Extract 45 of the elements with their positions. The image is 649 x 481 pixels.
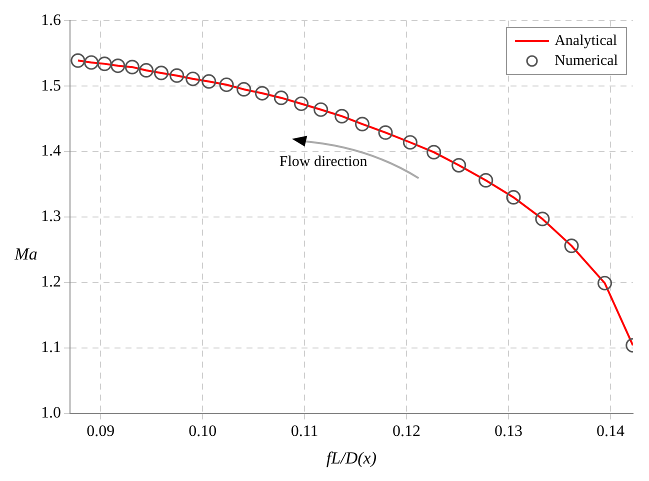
point [236, 82, 252, 97]
point [84, 55, 99, 70]
point [314, 102, 328, 117]
y-tick-label: 1.6 [41, 12, 61, 29]
point [378, 125, 393, 140]
y-tick-label: 1.0 [41, 404, 61, 422]
point [478, 173, 494, 188]
point [110, 58, 126, 74]
point [70, 53, 86, 68]
point [274, 90, 288, 106]
point [452, 158, 466, 173]
point [506, 190, 521, 205]
legend-label: Numerical [554, 52, 618, 71]
x-tick-label: 0.14 [596, 423, 624, 440]
y-tick-label: 1.4 [41, 142, 61, 160]
point [170, 68, 184, 83]
x-tick-label: 0.12 [392, 423, 421, 440]
annotation: Flow direction [279, 154, 368, 170]
point [219, 77, 234, 92]
y-tick-label: 1.3 [41, 208, 61, 226]
point [426, 144, 442, 160]
legend-label: Analytical [554, 32, 618, 51]
x-axis-title: fL/D(x) [326, 448, 377, 468]
point [124, 60, 140, 74]
x-tick-label: 0.13 [494, 423, 522, 440]
point [186, 72, 200, 86]
point [402, 135, 418, 150]
y-tick-label: 1.2 [41, 274, 61, 291]
point [202, 74, 216, 89]
point [254, 86, 270, 101]
point [97, 56, 112, 72]
x-tick-label: 0.10 [188, 423, 217, 440]
point [138, 63, 154, 78]
y-tick-label: 1.5 [41, 77, 61, 94]
point [354, 116, 370, 132]
x-tick-label: 0.09 [86, 423, 115, 440]
point [154, 66, 169, 80]
point [334, 108, 350, 124]
point [294, 96, 309, 112]
point [535, 212, 550, 226]
y-tick-label: 1.1 [41, 339, 61, 356]
point [597, 276, 612, 290]
point [564, 238, 579, 254]
x-tick-label: 0.11 [290, 423, 318, 440]
y-axis-title: Ma [14, 244, 38, 264]
